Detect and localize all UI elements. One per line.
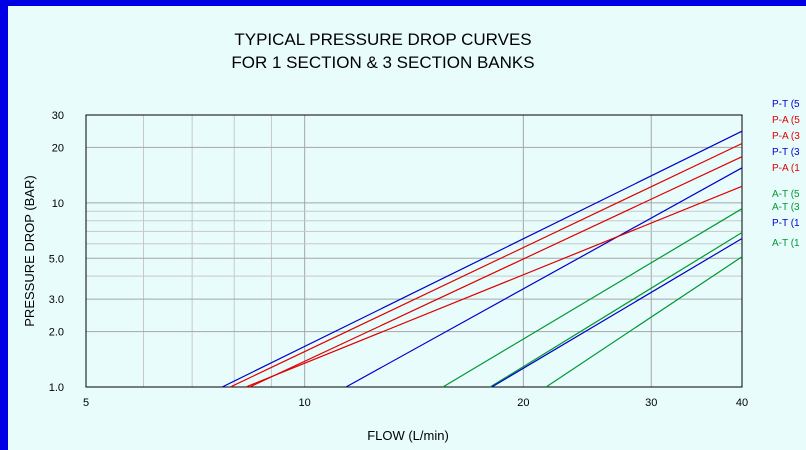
series-line (230, 142, 743, 388)
series-line (245, 185, 743, 388)
x-tick-label: 30 (645, 397, 657, 409)
legend: P-T (5 P-A (5 P-A (3 P-T (3 P-A (1 A-T (5 A-T … (772, 99, 800, 249)
y-tick-label: 1.0 (49, 382, 64, 394)
x-tick-labels: 5 10 20 30 40 (83, 397, 748, 409)
y-axis-label: PRESSURE DROP (BAR) (22, 175, 37, 326)
legend-entry: P-A (3 (772, 131, 800, 142)
y-tick-labels: 1.0 2.0 3.0 5.0 10 20 30 (49, 110, 64, 394)
y-tick-label: 5.0 (49, 253, 64, 265)
y-tick-label: 20 (52, 142, 64, 154)
legend-entry: P-T (3 (772, 147, 800, 158)
series-line (545, 256, 743, 388)
legend-entry: P-T (1 (772, 218, 800, 229)
series-lines (221, 130, 743, 388)
x-tick-label: 10 (299, 397, 311, 409)
chart-frame: 5 10 20 30 40 1.0 2.0 3.0 5.0 10 20 30 P-T (5 P-A (… (8, 6, 806, 450)
y-tick-label: 3.0 (49, 294, 64, 306)
legend-entry: A-T (5 (772, 189, 800, 200)
x-tick-label: 5 (83, 397, 89, 409)
x-tick-label: 20 (517, 397, 529, 409)
chart-title-line-1: TYPICAL PRESSURE DROP CURVES (234, 30, 531, 49)
series-line (249, 156, 743, 388)
y-tick-label: 10 (52, 198, 64, 210)
legend-entry: P-A (5 (772, 115, 800, 126)
x-axis-label: FLOW (L/min) (367, 428, 449, 443)
series-line (491, 237, 743, 388)
chart-title-line-2: FOR 1 SECTION & 3 SECTION BANKS (231, 53, 534, 72)
series-line (489, 231, 743, 388)
y-tick-label: 30 (52, 110, 64, 122)
legend-entry: P-A (1 (772, 163, 800, 174)
pressure-drop-chart: 5 10 20 30 40 1.0 2.0 3.0 5.0 10 20 30 P-T (5 P-A (… (22, 30, 800, 443)
x-tick-label: 40 (736, 397, 748, 409)
legend-entry: A-T (3 (772, 202, 800, 213)
series-line (442, 208, 743, 388)
y-tick-label: 2.0 (49, 327, 64, 339)
series-line (221, 130, 743, 388)
grid (85, 114, 743, 388)
legend-entry: P-T (5 (772, 99, 800, 110)
series-line (345, 167, 743, 388)
legend-entry: A-T (1 (772, 238, 800, 249)
plot-area-border (85, 114, 743, 388)
